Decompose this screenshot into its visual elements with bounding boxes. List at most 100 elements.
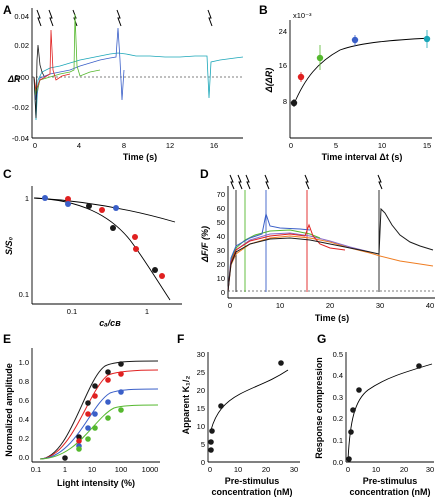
- panel-d-trace-red: [227, 223, 346, 292]
- panel-e-xtick: 1: [63, 465, 67, 474]
- panel-b-xtick: 15: [423, 141, 431, 150]
- panel-c-point-red: [133, 246, 139, 252]
- panel-e-point-red: [92, 393, 98, 399]
- panel-b: B x10⁻³ 24 16 8 0 5 10 15 Δ(ΔR) Time int…: [259, 3, 432, 162]
- panel-e-ytick: 0.4: [19, 415, 29, 424]
- panel-g-xtick: 20: [400, 465, 408, 474]
- panel-b-point-red: [297, 73, 305, 81]
- panel-g-point: [346, 456, 352, 462]
- panel-f-ytick: 20: [197, 386, 205, 395]
- panel-a-flash-marker: [207, 9, 213, 27]
- panel-b-xlabel: Time interval Δt (s): [322, 152, 403, 162]
- panel-d-ytick: 20: [217, 260, 225, 269]
- panel-g-point: [356, 387, 362, 393]
- panel-f-point: [208, 447, 214, 453]
- panel-d-flash-marker: [304, 174, 310, 190]
- panel-c-ylabel: S/S₀: [4, 237, 14, 256]
- panel-f-xlabel-line2: concentration (nM): [212, 487, 293, 497]
- panel-f-xtick: 20: [262, 465, 270, 474]
- panel-g-ytick: 0.3: [333, 393, 343, 402]
- panel-e-point-black: [76, 434, 82, 440]
- panel-c-point-blue: [65, 201, 71, 207]
- panel-c-xtick: 0.1: [67, 307, 77, 316]
- panel-d-xtick: 0: [228, 301, 232, 310]
- panel-g-point: [350, 407, 356, 413]
- panel-f-xlabel-line1: Pre-stimulus: [225, 476, 280, 486]
- panel-e-point-black: [118, 361, 124, 367]
- panel-d-flash-marker: [229, 174, 235, 190]
- panel-c-label: C: [3, 167, 12, 181]
- panel-a-xtick: 4: [77, 141, 81, 150]
- panel-d-xlabel: Time (s): [315, 313, 349, 323]
- panel-e-xtick: 10: [88, 465, 96, 474]
- panel-g-ytick: 0.4: [333, 371, 343, 380]
- panel-e-point-blue: [85, 425, 91, 431]
- panel-a-flash-marker: [116, 9, 122, 27]
- panel-e-xtick: 1000: [142, 465, 159, 474]
- panel-e-point-black: [62, 455, 68, 461]
- panel-e-point-green: [76, 446, 82, 452]
- panel-c-point-red: [132, 234, 138, 240]
- panel-d-trace-black: [227, 207, 434, 292]
- panel-e-curve-green: [39, 404, 159, 460]
- panel-e-xtick: 100: [115, 465, 128, 474]
- panel-g-xlabel-line1: Pre-stimulus: [363, 476, 418, 486]
- panel-e-ylabel: Normalized amplitude: [4, 363, 14, 457]
- panel-d-xtick: 20: [326, 301, 334, 310]
- panel-e-label: E: [3, 332, 11, 346]
- panel-f-fit-curve: [210, 369, 289, 431]
- panel-c-point-black: [110, 225, 116, 231]
- panel-a-trace-cyan: [33, 52, 244, 121]
- panel-b-label: B: [259, 3, 268, 17]
- panel-e-point-black: [92, 383, 98, 389]
- panel-c-point-black: [86, 203, 92, 209]
- panel-a-xtick: 8: [122, 141, 126, 150]
- panel-d-trace-blue: [227, 212, 311, 292]
- panel-g-ytick: 0.0: [333, 458, 343, 467]
- panel-f-ytick: 5: [201, 440, 205, 449]
- panel-f-point: [208, 439, 214, 445]
- panel-e-ytick: 1.0: [19, 358, 29, 367]
- panel-e-point-black: [85, 400, 91, 406]
- panel-a-ytick: 0.04: [14, 12, 29, 21]
- panel-b-ytick: 24: [279, 27, 287, 36]
- panel-e-point-green: [85, 436, 91, 442]
- panel-e-ytick: 0.8: [19, 377, 29, 386]
- panel-b-point-cyan: [423, 35, 431, 43]
- panel-c: C 1 0.1 0.1 1 S/S₀ cₐ/cʙ: [3, 167, 182, 328]
- panel-f: F 30 25 20 15 10 5 0 0 10 20 30 Apparent…: [177, 332, 300, 497]
- panel-a: A 0.04 0.02 0.00 -0.02 -0.04 0 4 8 12 16…: [3, 3, 244, 162]
- panel-g-xlabel-line2: concentration (nM): [350, 487, 431, 497]
- panel-e-point-blue: [118, 389, 124, 395]
- panel-e-ytick: 0.0: [19, 453, 29, 462]
- panel-b-ytick: 8: [283, 97, 287, 106]
- panel-g-ytick: 0.2: [333, 414, 343, 423]
- panel-a-flash-marker: [48, 9, 54, 27]
- panel-f-xtick: 0: [208, 465, 212, 474]
- panel-e-curve-red: [39, 369, 159, 460]
- panel-e-point-green: [118, 407, 124, 413]
- panel-d-ytick: 50: [217, 218, 225, 227]
- panel-b-ylabel: Δ(ΔR): [264, 68, 274, 94]
- panel-f-xtick: 30: [290, 465, 298, 474]
- panel-c-ytick: 0.1: [19, 290, 29, 299]
- panel-b-xtick: 10: [378, 141, 386, 150]
- panel-e-ytick: 0.6: [19, 396, 29, 405]
- panel-g-ytick: 0.1: [333, 436, 343, 445]
- panel-f-ytick: 25: [197, 368, 205, 377]
- panel-a-xtick: 12: [166, 141, 174, 150]
- panel-g-point: [348, 429, 354, 435]
- panel-a-xtick: 0: [33, 141, 37, 150]
- panel-e-point-red: [76, 438, 82, 444]
- panel-a-xtick: 16: [210, 141, 218, 150]
- panel-b-ytick: 16: [279, 61, 287, 70]
- panel-f-ytick: 0: [201, 458, 205, 467]
- panel-d-flash-marker: [237, 174, 243, 190]
- panel-e-curve-black: [39, 360, 159, 460]
- panel-a-trace-red: [33, 29, 71, 92]
- panel-a-trace-black: [33, 44, 45, 119]
- panel-b-point-green: [316, 54, 324, 62]
- panel-a-trace-green: [33, 13, 101, 96]
- panel-e-point-green: [105, 415, 111, 421]
- panel-b-fit-curve: [293, 37, 431, 105]
